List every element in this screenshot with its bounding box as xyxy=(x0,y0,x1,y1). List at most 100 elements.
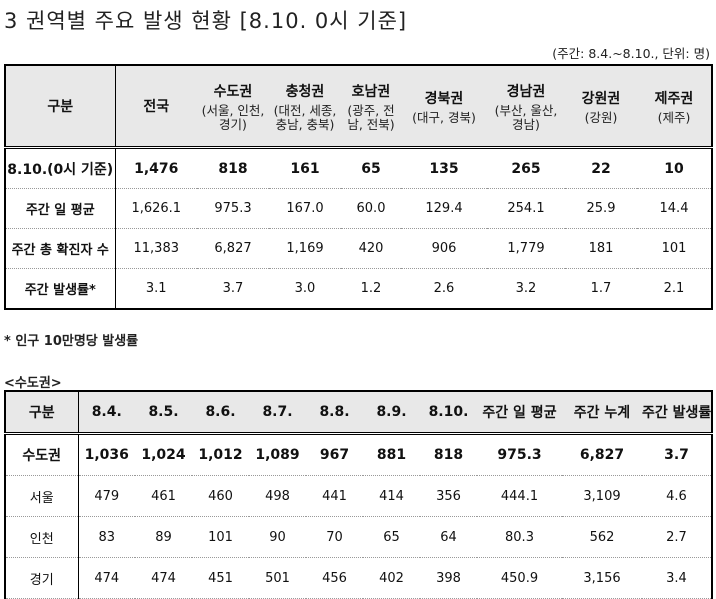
region-name: 강원권 xyxy=(581,90,621,107)
region-sub: (서울, 인천, 경기) xyxy=(201,102,265,132)
table-row: 8.10.(0시 기준) 1,476 818 161 65 135 265 22… xyxy=(4,147,713,189)
cell: 498 xyxy=(249,475,306,517)
cell: 65 xyxy=(341,147,401,189)
cell: 967 xyxy=(306,433,363,476)
cell: 474 xyxy=(78,557,135,599)
cell: 60.0 xyxy=(341,188,401,229)
region-sub: (제주) xyxy=(657,109,691,125)
header-cell: 8.8. xyxy=(306,391,363,435)
section-subtitle: <수도권> xyxy=(4,376,62,391)
cell: 356 xyxy=(420,475,477,517)
regional-summary-table: 구분 전국 수도권 (서울, 인천, 경기) 충청권 (대전, 세종, 충남, 충북… xyxy=(4,64,713,310)
cell: 1,024 xyxy=(135,433,192,476)
cell: 25.9 xyxy=(565,188,637,229)
cell: 10 xyxy=(637,147,713,189)
header-region: 제주권 (제주) xyxy=(637,65,713,149)
cell: 135 xyxy=(401,147,487,189)
unit-note: (주간: 8.4.~8.10., 단위: 명) xyxy=(552,46,710,61)
cell: 3.1 xyxy=(145,281,167,296)
region-name: 경북권 xyxy=(424,90,464,107)
cell: 501 xyxy=(249,557,306,599)
header-region: 경남권 (부산, 울산, 경남) xyxy=(487,65,565,149)
header-cell: 주간 누계 xyxy=(562,391,642,435)
header-cell: 8.5. xyxy=(135,391,192,435)
cell: 474 xyxy=(135,557,192,599)
table-row: 경기 474 474 451 501 456 402 398 450.9 3,1… xyxy=(4,557,713,599)
cell: 3,156 xyxy=(562,557,642,599)
cell: 265 xyxy=(487,147,565,189)
table-row: 주간 총 확진자 수 11,383 6,827 1,169 420 906 1,… xyxy=(4,228,713,269)
footnote: * 인구 10만명당 발생률 xyxy=(4,334,139,349)
cell: 460 xyxy=(192,475,249,517)
cell: 3.4 xyxy=(642,557,713,599)
cell: 3.7 xyxy=(222,281,244,296)
header-cell: 주간 발생률 xyxy=(642,391,713,435)
cell: 1,626.1 xyxy=(115,188,197,229)
cell: 398 xyxy=(420,557,477,599)
header-national: 전국 xyxy=(115,65,197,149)
region-sub: (대전, 세종, 충남, 충북) xyxy=(273,102,337,132)
cell: 89 xyxy=(135,516,192,558)
row-label: 수도권 xyxy=(4,433,79,476)
cell: 1,089 xyxy=(249,433,306,476)
cell: 414 xyxy=(363,475,420,517)
row-label: 주간 발생률* xyxy=(4,268,116,309)
cell: 6,827 xyxy=(562,433,642,476)
cell: 1,169 xyxy=(269,228,341,269)
cell: 1,012 xyxy=(192,433,249,476)
row-label: 인천 xyxy=(4,516,79,558)
row-label: 경기 xyxy=(4,557,79,599)
header-cell: 8.7. xyxy=(249,391,306,435)
region-name: 충청권 xyxy=(285,83,325,100)
table-row: 수도권 1,036 1,024 1,012 1,089 967 881 818 … xyxy=(4,433,713,476)
region-sub: (대구, 경북) xyxy=(412,109,476,125)
table-row: 주간 일 평균 1,626.1 975.3 167.0 60.0 129.4 2… xyxy=(4,188,713,229)
cell: 101 xyxy=(637,228,713,269)
row-label: 8.10.(0시 기준) xyxy=(4,147,116,189)
header-region: 경북권 (대구, 경북) xyxy=(401,65,487,149)
cell: 1,476 xyxy=(115,147,197,189)
cell: 402 xyxy=(363,557,420,599)
cell: 444.1 xyxy=(477,475,562,517)
table-row: 서울 479 461 460 498 441 414 356 444.1 3,1… xyxy=(4,475,713,517)
cell: 1,036 xyxy=(78,433,135,476)
cell: 3.0 xyxy=(294,281,316,296)
cell: 450.9 xyxy=(477,557,562,599)
cell: 461 xyxy=(135,475,192,517)
cell: 167.0 xyxy=(269,188,341,229)
cell: 1.2 xyxy=(360,281,382,296)
header-cell: 구분 xyxy=(4,391,79,435)
header-cell: 주간 일 평균 xyxy=(477,391,562,435)
cell: 3,109 xyxy=(562,475,642,517)
header-cell: 8.4. xyxy=(78,391,135,435)
header-cell: 8.9. xyxy=(363,391,420,435)
cell: 562 xyxy=(562,516,642,558)
cell: 14.4 xyxy=(637,188,713,229)
cell: 975.3 xyxy=(197,188,269,229)
header-row: 구분 8.4. 8.5. 8.6. 8.7. 8.8. 8.9. 8.10. 주… xyxy=(4,391,713,435)
header-region: 수도권 (서울, 인천, 경기) xyxy=(197,65,269,149)
cell: 1.7 xyxy=(590,281,612,296)
region-name: 제주권 xyxy=(654,90,694,107)
region-name: 경남권 xyxy=(506,83,546,100)
cell: 451 xyxy=(192,557,249,599)
cell: 1,779 xyxy=(487,228,565,269)
cell: 441 xyxy=(306,475,363,517)
capital-area-table: 구분 8.4. 8.5. 8.6. 8.7. 8.8. 8.9. 8.10. 주… xyxy=(4,390,713,599)
cell: 2.1 xyxy=(637,268,713,309)
cell: 479 xyxy=(78,475,135,517)
header-region: 충청권 (대전, 세종, 충남, 충북) xyxy=(269,65,341,149)
cell: 906 xyxy=(401,228,487,269)
row-label: 서울 xyxy=(4,475,79,517)
table-row: 주간 발생률* 3.1 3.7 3.0 1.2 2.6 3.2 1.7 2.1 xyxy=(4,268,713,309)
cell: 64 xyxy=(420,516,477,558)
cell: 83 xyxy=(78,516,135,558)
cell: 129.4 xyxy=(401,188,487,229)
cell: 101 xyxy=(192,516,249,558)
cell: 22 xyxy=(565,147,637,189)
cell: 3.2 xyxy=(515,281,537,296)
cell: 254.1 xyxy=(487,188,565,229)
region-sub: (부산, 울산, 경남) xyxy=(494,102,558,132)
cell: 2.7 xyxy=(642,516,713,558)
cell: 818 xyxy=(197,147,269,189)
